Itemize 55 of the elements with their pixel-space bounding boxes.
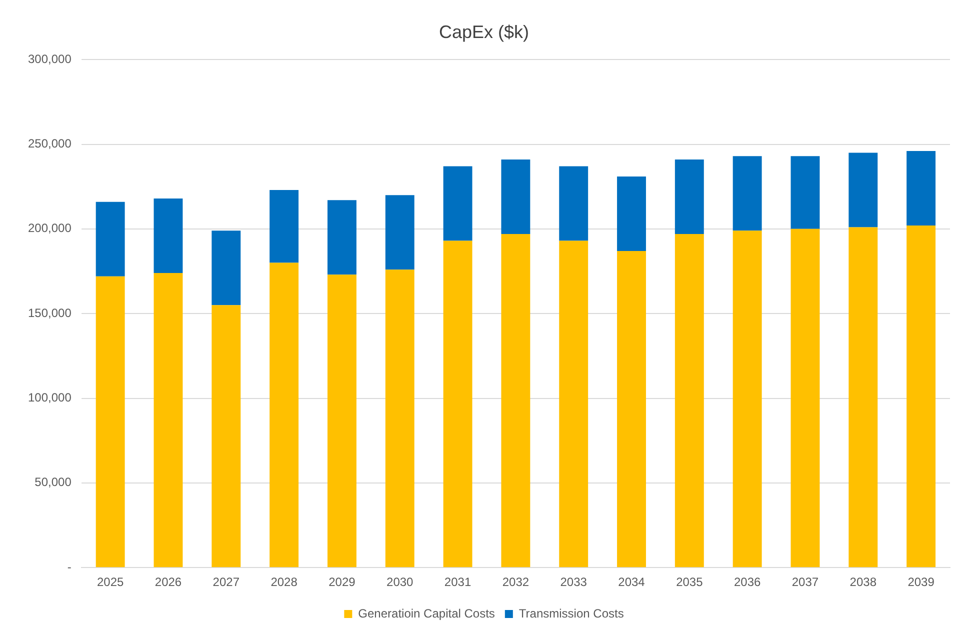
x-tick-label: 2034	[618, 575, 646, 590]
bar	[732, 156, 762, 231]
bar	[790, 228, 820, 568]
bar	[327, 200, 356, 275]
x-tick-label: 2031	[444, 575, 472, 590]
x-tick-label: 2038	[850, 575, 877, 590]
bar	[443, 166, 472, 241]
x-tick-label: 2030	[386, 575, 414, 590]
legend-label: Generatioin Capital Costs	[358, 606, 495, 620]
x-tick-label: 2025	[96, 575, 124, 590]
x-tick-label: 2033	[560, 575, 588, 590]
bar	[96, 202, 125, 276]
bar	[906, 151, 936, 226]
bar	[790, 156, 820, 229]
bar	[906, 226, 936, 568]
bar	[848, 227, 878, 568]
y-tick-label: 100,000	[28, 390, 72, 405]
x-tick-label: 2037	[792, 575, 819, 590]
x-tick-label: 2026	[154, 575, 182, 590]
y-tick-label: 300,000	[28, 52, 72, 66]
bar	[443, 240, 472, 568]
x-tick-label: 2029	[328, 575, 356, 590]
y-tick-label: 50,000	[34, 475, 72, 490]
bar	[154, 272, 183, 568]
bar	[559, 240, 588, 568]
bar	[385, 195, 414, 270]
x-tick-label: 2028	[270, 575, 298, 590]
bar	[617, 250, 646, 568]
bar	[385, 270, 414, 568]
y-tick-label: -	[67, 560, 72, 574]
bar	[848, 152, 878, 228]
bar	[270, 190, 299, 263]
x-tick-label: 2032	[502, 575, 530, 590]
bar	[501, 160, 530, 234]
bar	[501, 234, 530, 568]
bar	[674, 160, 704, 234]
y-tick-label: 150,000	[28, 306, 72, 320]
bar	[732, 230, 762, 568]
bar	[212, 305, 241, 568]
x-tick-label: 2036	[734, 575, 761, 590]
x-tick-label: 2039	[908, 575, 935, 590]
chart-title: CapEx ($k)	[438, 22, 530, 42]
y-tick-label: 250,000	[28, 136, 72, 151]
bar	[617, 176, 646, 251]
x-tick-label: 2035	[676, 575, 704, 590]
bar	[96, 276, 125, 568]
bar	[270, 262, 299, 568]
bar	[154, 198, 183, 273]
x-tick-label: 2027	[212, 575, 240, 590]
legend-label: Transmission Costs	[518, 606, 624, 620]
bar	[212, 230, 241, 306]
bar	[559, 166, 588, 241]
bar	[674, 234, 704, 568]
y-tick-label: 200,000	[28, 221, 72, 236]
bar	[327, 274, 356, 568]
